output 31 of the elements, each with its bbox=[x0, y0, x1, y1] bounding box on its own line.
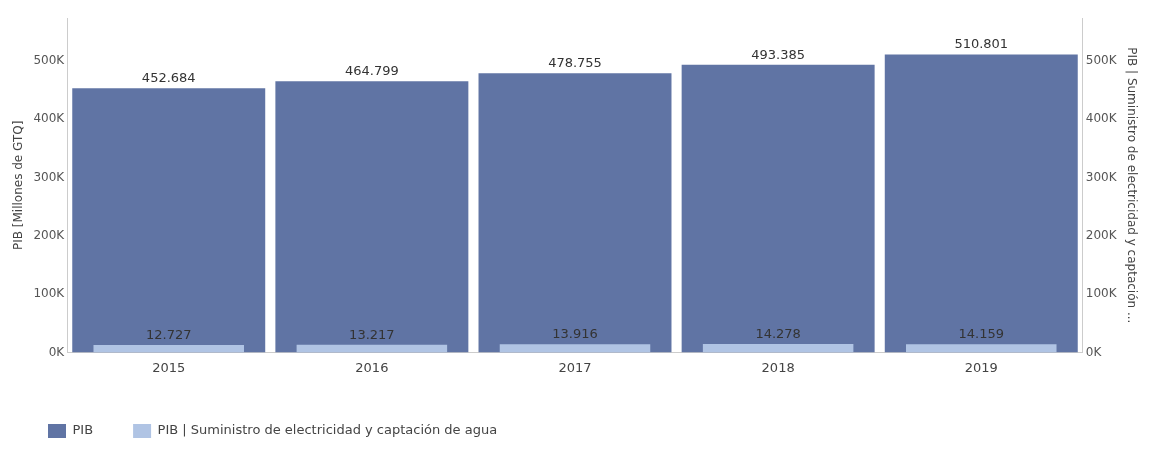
y-tick-label: 500K bbox=[33, 52, 66, 67]
y-tick-label: 300K bbox=[33, 169, 66, 184]
x-tick-label: 2016 bbox=[355, 359, 389, 375]
y2-tick-label: 300K bbox=[1085, 169, 1118, 184]
y2-tick-label: 200K bbox=[1085, 227, 1118, 242]
data-label: 13.217 bbox=[349, 326, 395, 342]
data-label: 14.278 bbox=[755, 325, 801, 341]
x-tick-label: 2019 bbox=[964, 359, 998, 375]
y-tick-label: 0K bbox=[48, 344, 66, 359]
data-label: 493.385 bbox=[751, 46, 806, 62]
y2-tick-label: 500K bbox=[1085, 52, 1118, 67]
data-label: 14.159 bbox=[958, 326, 1005, 342]
data-label: 12.727 bbox=[145, 326, 192, 342]
data-label: 478.755 bbox=[548, 55, 602, 71]
legend-label: PIB | Suministro de electricidad y captación de agua bbox=[157, 422, 498, 438]
x-tick-label: 2018 bbox=[761, 359, 795, 375]
y2-tick-label: 0K bbox=[1085, 344, 1103, 359]
x-tick-label: 2015 bbox=[152, 359, 186, 375]
legend-label: PIB bbox=[72, 422, 94, 438]
data-label: 13.916 bbox=[552, 326, 598, 342]
y-axis-title: PIB [Millones de GTQ] bbox=[11, 120, 26, 250]
data-label: 452.684 bbox=[141, 70, 196, 86]
data-label: 464.799 bbox=[344, 63, 399, 79]
data-label: 510.801 bbox=[954, 36, 1009, 52]
y-tick-label: 100K bbox=[33, 286, 66, 301]
y2-axis-title: PIB | Suministro de electricidad y captación ... bbox=[1124, 47, 1139, 324]
y-tick-label: 200K bbox=[33, 227, 66, 242]
x-tick-label: 2017 bbox=[558, 359, 592, 375]
y2-tick-label: 400K bbox=[1085, 111, 1118, 126]
y2-tick-label: 100K bbox=[1085, 286, 1118, 301]
y-tick-label: 400K bbox=[33, 111, 66, 126]
